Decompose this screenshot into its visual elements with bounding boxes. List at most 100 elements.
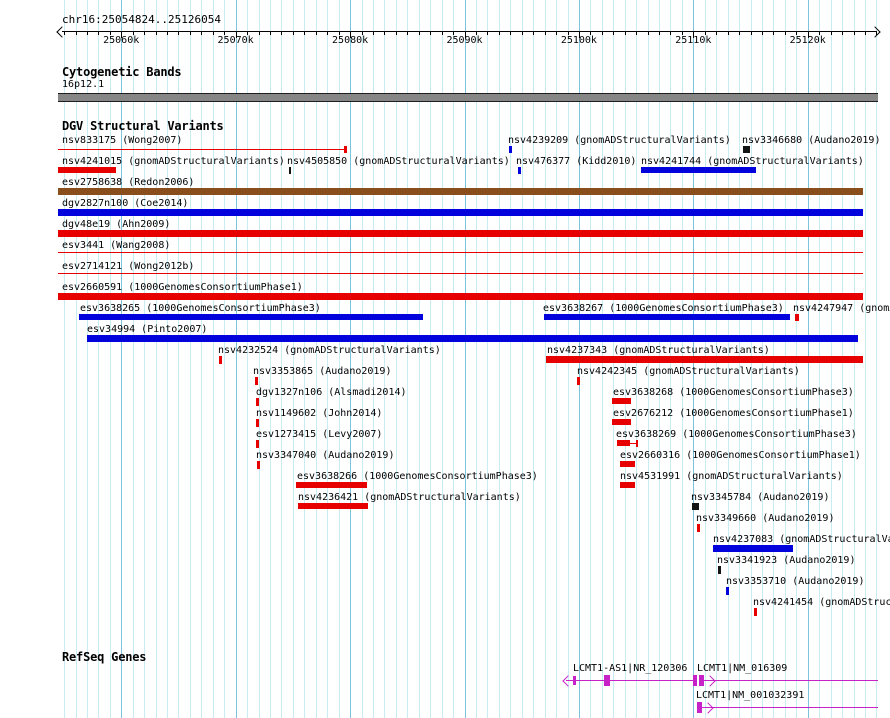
variant-label[interactable]: dgv1327n106 (Alsmadi2014) bbox=[256, 387, 407, 398]
variant-tick-glyph[interactable] bbox=[795, 314, 799, 321]
gene-intron-line-glyph[interactable] bbox=[704, 680, 878, 681]
variant-tick-glyph[interactable] bbox=[289, 167, 291, 174]
gene-label[interactable]: LCMT1|NM_016309 bbox=[697, 663, 788, 674]
variant-label[interactable]: nsv3349660 (Audano2019) bbox=[696, 513, 835, 524]
variant-bar-glyph[interactable] bbox=[298, 503, 368, 509]
variant-label[interactable]: esv3441 (Wang2008) bbox=[62, 240, 171, 251]
variant-label[interactable]: nsv4236421 (gnomADStructuralVariants) bbox=[298, 492, 521, 503]
variant-label[interactable]: nsv4247947 (gnomADStructuralVariants) bbox=[793, 303, 890, 314]
variant-line-glyph[interactable] bbox=[58, 252, 863, 253]
variant-label[interactable]: nsv4241015 (gnomADStructuralVariants) bbox=[62, 156, 285, 167]
gene-intron-line-glyph[interactable] bbox=[702, 707, 878, 708]
variant-label[interactable]: esv3638268 (1000GenomesConsortiumPhase3) bbox=[613, 387, 854, 398]
variant-label[interactable]: esv2714121 (Wong2012b) bbox=[62, 261, 195, 272]
variant-tick-glyph[interactable] bbox=[754, 608, 757, 616]
variant-label[interactable]: nsv3347040 (Audano2019) bbox=[256, 450, 395, 461]
variant-label[interactable]: nsv3346680 (Audano2019) bbox=[742, 135, 881, 146]
variant-bar-glyph[interactable] bbox=[58, 209, 863, 216]
variant-label[interactable]: nsv4242345 (gnomADStructuralVariants) bbox=[577, 366, 800, 377]
gene-exon-box-glyph[interactable] bbox=[604, 675, 610, 686]
variant-bar-glyph[interactable] bbox=[58, 188, 863, 195]
variant-label[interactable]: esv3638269 (1000GenomesConsortiumPhase3) bbox=[616, 429, 857, 440]
ruler-minor-tick bbox=[659, 32, 660, 35]
gene-exon-box-glyph[interactable] bbox=[699, 675, 704, 686]
ruler-minor-tick bbox=[338, 32, 340, 35]
variant-label[interactable]: nsv4241744 (gnomADStructuralVariants) bbox=[641, 156, 864, 167]
variant-label[interactable]: dgv48e19 (Ahn2009) bbox=[62, 219, 171, 230]
variant-line-glyph[interactable] bbox=[58, 149, 344, 150]
variant-label[interactable]: esv2676212 (1000GenomesConsortiumPhase1) bbox=[613, 408, 854, 419]
variant-label[interactable]: dgv2827n100 (Coe2014) bbox=[62, 198, 189, 209]
variant-label[interactable]: nsv4239209 (gnomADStructuralVariants) bbox=[508, 135, 731, 146]
variant-label[interactable]: esv2660316 (1000GenomesConsortiumPhase1) bbox=[620, 450, 861, 461]
variant-label[interactable]: esv2660591 (1000GenomesConsortiumPhase1) bbox=[62, 282, 303, 293]
variant-bar-glyph[interactable] bbox=[87, 335, 858, 342]
ruler-minor-tick bbox=[224, 32, 226, 35]
variant-bar-glyph[interactable] bbox=[58, 167, 116, 173]
variant-bar-glyph[interactable] bbox=[296, 482, 367, 488]
variant-label[interactable]: esv1273415 (Levy2007) bbox=[256, 429, 383, 440]
variant-label[interactable]: nsv4505850 (gnomADStructuralVariants) bbox=[287, 156, 510, 167]
variant-bar-glyph[interactable] bbox=[612, 419, 631, 425]
variant-label[interactable]: esv2758638 (Redon2006) bbox=[62, 177, 195, 188]
variant-tick-glyph[interactable] bbox=[255, 377, 258, 385]
variant-line-glyph[interactable] bbox=[630, 443, 636, 444]
variant-label[interactable]: esv3638266 (1000GenomesConsortiumPhase3) bbox=[297, 471, 538, 482]
variant-label[interactable]: nsv1149602 (John2014) bbox=[256, 408, 383, 419]
variant-bar-glyph[interactable] bbox=[713, 545, 793, 552]
variant-tick-glyph[interactable] bbox=[256, 419, 259, 427]
gene-label[interactable]: LCMT1|NM_001032391 bbox=[696, 690, 805, 701]
variant-tick-glyph[interactable] bbox=[718, 566, 721, 574]
ruler-minor-tick bbox=[590, 32, 592, 35]
variant-tick-glyph[interactable] bbox=[509, 146, 512, 153]
gene-exon-box-glyph[interactable] bbox=[573, 676, 576, 685]
variant-tick-glyph[interactable] bbox=[518, 167, 521, 174]
variant-line-glyph[interactable] bbox=[58, 273, 863, 274]
gene-exon-box-glyph[interactable] bbox=[693, 675, 697, 686]
variant-label[interactable]: nsv3353865 (Audano2019) bbox=[253, 366, 392, 377]
variant-square-glyph[interactable] bbox=[743, 146, 750, 153]
variant-bar-glyph[interactable] bbox=[544, 314, 790, 320]
gene-label[interactable]: LCMT1-AS1|NR_120306 bbox=[573, 663, 688, 674]
variant-label[interactable]: nsv4237083 (gnomADStructuralVariants) bbox=[713, 534, 890, 545]
variant-label[interactable]: nsv4232524 (gnomADStructuralVariants) bbox=[218, 345, 441, 356]
variant-bar-glyph[interactable] bbox=[612, 398, 631, 404]
variant-tick-glyph[interactable] bbox=[256, 440, 259, 448]
variant-bar-glyph[interactable] bbox=[79, 314, 423, 320]
variant-label[interactable]: nsv3341923 (Audano2019) bbox=[717, 555, 856, 566]
variant-tick-glyph[interactable] bbox=[636, 440, 638, 447]
variant-label[interactable]: nsv3353710 (Audano2019) bbox=[726, 576, 865, 587]
variant-bar-glyph[interactable] bbox=[641, 167, 756, 173]
grid-minor-line bbox=[212, 0, 214, 718]
gene-exon-box-glyph[interactable] bbox=[697, 702, 702, 713]
variant-square-glyph[interactable] bbox=[692, 503, 699, 510]
variant-bar-glyph[interactable] bbox=[58, 293, 863, 300]
variant-label[interactable]: esv34994 (Pinto2007) bbox=[87, 324, 208, 335]
gene-intron-line-glyph[interactable] bbox=[566, 680, 695, 681]
grid-minor-line bbox=[453, 0, 454, 718]
variant-tick-glyph[interactable] bbox=[577, 377, 580, 385]
variant-label[interactable]: nsv4241454 (gnomADStructuralVariants) bbox=[753, 597, 890, 608]
grid-major-line bbox=[121, 0, 123, 718]
variant-bar-glyph[interactable] bbox=[546, 356, 863, 363]
variant-bar-glyph[interactable] bbox=[620, 461, 635, 467]
variant-bar-glyph[interactable] bbox=[620, 482, 635, 488]
ruler-major-tick bbox=[350, 32, 352, 38]
variant-label[interactable]: nsv4531991 (gnomADStructuralVariants) bbox=[620, 471, 843, 482]
variant-label[interactable]: nsv833175 (Wong2007) bbox=[62, 135, 183, 146]
ruler-minor-tick bbox=[510, 32, 512, 35]
variant-tick-glyph[interactable] bbox=[256, 398, 259, 406]
variant-tick-glyph[interactable] bbox=[257, 461, 260, 469]
variant-tick-glyph[interactable] bbox=[219, 356, 222, 364]
variant-tick-glyph[interactable] bbox=[344, 146, 347, 153]
variant-tick-glyph[interactable] bbox=[697, 524, 700, 532]
variant-bar-glyph[interactable] bbox=[617, 440, 630, 446]
variant-label[interactable]: esv3638267 (1000GenomesConsortiumPhase3) bbox=[543, 303, 784, 314]
variant-label[interactable]: nsv4237343 (gnomADStructuralVariants) bbox=[547, 345, 770, 356]
variant-label[interactable]: nsv476377 (Kidd2010) bbox=[516, 156, 637, 167]
variant-label[interactable]: esv3638265 (1000GenomesConsortiumPhase3) bbox=[80, 303, 321, 314]
ruler-minor-tick bbox=[212, 32, 214, 35]
variant-bar-glyph[interactable] bbox=[58, 230, 863, 237]
variant-tick-glyph[interactable] bbox=[726, 587, 729, 595]
variant-label[interactable]: nsv3345784 (Audano2019) bbox=[691, 492, 830, 503]
